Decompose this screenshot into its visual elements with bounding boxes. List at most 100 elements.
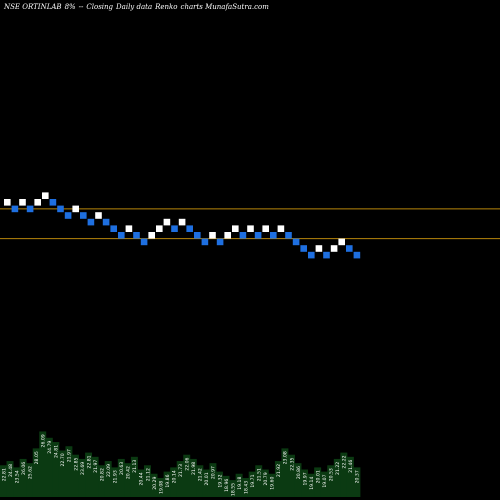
renko-label: Renko (155, 3, 178, 11)
brick-size-label: 8% (64, 3, 76, 11)
up-brick (178, 218, 186, 226)
volume-bar (0, 465, 7, 497)
down-brick (323, 251, 330, 259)
volume-bar (333, 458, 341, 497)
volume-bar (163, 471, 171, 497)
up-brick (95, 212, 102, 219)
site-label: charts MunafaSutra.com (180, 3, 269, 11)
down-brick (133, 232, 140, 239)
volume-label: 20.97 (211, 466, 217, 479)
volume-label: 20.63 (119, 462, 125, 475)
volume-bar (314, 467, 322, 497)
volume-label: 18.55 (230, 483, 236, 496)
volume-bar (39, 431, 47, 497)
volume-bar (130, 456, 138, 497)
volume-label: 20.82 (99, 468, 105, 481)
volume-label: 26.09 (41, 434, 47, 447)
volume-bar (346, 456, 354, 497)
volume-label: 22.81 (86, 455, 92, 468)
down-brick (285, 232, 292, 239)
volume-label: 21.97 (93, 460, 99, 473)
volume-label: 20.53 (329, 468, 335, 481)
down-brick (64, 212, 72, 219)
volume-bar (235, 473, 243, 497)
volume-label: 19.07 (322, 474, 328, 487)
volume-label: 20.01 (204, 472, 210, 485)
volume-bar (72, 454, 79, 497)
volume-label: 21.92 (276, 464, 282, 477)
down-brick (26, 205, 34, 213)
volume-label: 19.97 (302, 472, 308, 485)
volume-bar (26, 463, 34, 497)
volume-label: 22.22 (342, 455, 348, 468)
down-brick (102, 218, 110, 226)
volume-label: 21.73 (178, 464, 184, 477)
down-brick (353, 251, 361, 259)
volume-bar (58, 450, 66, 497)
volume-label: 21.42 (198, 468, 204, 481)
volume-bar (170, 467, 178, 497)
volume-label: 19.14 (309, 477, 315, 490)
down-brick (87, 218, 95, 226)
volume-label: 20.14 (171, 470, 177, 483)
volume-label: 20.29 (152, 477, 158, 490)
volume-label: 28.05 (34, 451, 40, 464)
volume-label: 19.86 (165, 474, 171, 487)
chart-header: NSE ORTINLAB 8% -- Closing Daily data Renko ch… (4, 3, 272, 11)
volume-bar (111, 467, 119, 497)
volume-label: 22.85 (73, 457, 79, 470)
volume-bar (85, 452, 93, 497)
volume-bar (274, 461, 282, 497)
volume-bar (202, 469, 210, 497)
volume-label: 21.98 (191, 462, 197, 475)
separator: -- (78, 3, 84, 11)
volume-bar (320, 471, 328, 497)
up-brick (4, 199, 11, 206)
volume-label: 22.81 (1, 468, 7, 481)
volume-label: 20.42 (126, 466, 132, 479)
level-lines (0, 208, 500, 240)
volume-bar (288, 454, 295, 497)
volume-label: 21.12 (145, 468, 151, 481)
up-brick (42, 192, 49, 199)
volume-label: 20.79 (263, 472, 269, 485)
down-brick (110, 225, 117, 232)
volume-label: 20.44 (139, 472, 145, 485)
volume-label: 22.70 (60, 453, 66, 466)
down-brick (11, 205, 19, 213)
volume-bar (229, 480, 237, 497)
volume-bar (222, 475, 230, 497)
volume-label: 21.46 (348, 460, 354, 473)
volume-bar (137, 469, 145, 497)
volume-bar (91, 456, 99, 497)
down-brick (186, 225, 193, 232)
down-brick (171, 225, 178, 232)
volume-bar (294, 463, 302, 497)
up-brick (163, 218, 171, 226)
volume-label: 26.06 (21, 462, 27, 475)
up-brick (209, 232, 216, 239)
down-brick (57, 205, 64, 213)
volume-label: 19.18 (237, 477, 243, 490)
volume-label: 21.93 (113, 470, 119, 483)
down-brick (239, 232, 247, 239)
volume-label: 22.06 (185, 457, 191, 470)
volume-bar (248, 471, 256, 497)
volume-bar (261, 469, 269, 497)
down-brick (300, 245, 307, 252)
up-brick (72, 205, 79, 213)
volume-label: 22.35 (289, 457, 295, 470)
volume-label: 20.37 (355, 470, 361, 483)
down-brick (254, 232, 262, 239)
up-brick (156, 225, 163, 232)
volume-bar (124, 463, 132, 497)
volume-bar (157, 477, 165, 497)
down-brick (140, 238, 148, 246)
volume-label: 25.62 (27, 466, 33, 479)
down-brick (118, 232, 125, 239)
up-brick (330, 245, 338, 252)
volume-label: 19.32 (217, 474, 223, 487)
up-brick (224, 232, 231, 239)
volume-label: 24.79 (47, 441, 53, 454)
